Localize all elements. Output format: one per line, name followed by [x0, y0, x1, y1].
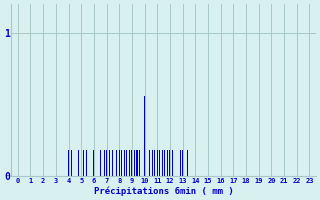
Bar — [78, 150, 79, 176]
Bar — [167, 150, 168, 176]
Bar — [68, 150, 69, 176]
Bar — [149, 150, 150, 176]
Bar — [164, 150, 165, 176]
Bar — [112, 150, 113, 176]
Bar — [152, 150, 153, 176]
Bar — [93, 150, 94, 176]
Bar — [119, 150, 120, 176]
Bar — [134, 150, 135, 176]
X-axis label: Précipitations 6min ( mm ): Précipitations 6min ( mm ) — [94, 186, 234, 196]
Bar — [154, 150, 155, 176]
Bar — [126, 150, 127, 176]
Bar — [100, 150, 101, 176]
Bar — [124, 150, 125, 176]
Bar — [137, 150, 138, 176]
Bar — [187, 150, 188, 176]
Bar — [157, 150, 158, 176]
Bar — [116, 150, 117, 176]
Bar — [129, 150, 130, 176]
Bar — [121, 150, 122, 176]
Bar — [103, 150, 105, 176]
Bar — [172, 150, 173, 176]
Bar — [144, 96, 145, 176]
Bar — [159, 150, 160, 176]
Bar — [86, 150, 87, 176]
Bar — [83, 150, 84, 176]
Bar — [70, 150, 72, 176]
Bar — [106, 150, 107, 176]
Bar — [108, 150, 110, 176]
Bar — [162, 150, 163, 176]
Bar — [139, 150, 140, 176]
Bar — [170, 150, 171, 176]
Bar — [182, 150, 183, 176]
